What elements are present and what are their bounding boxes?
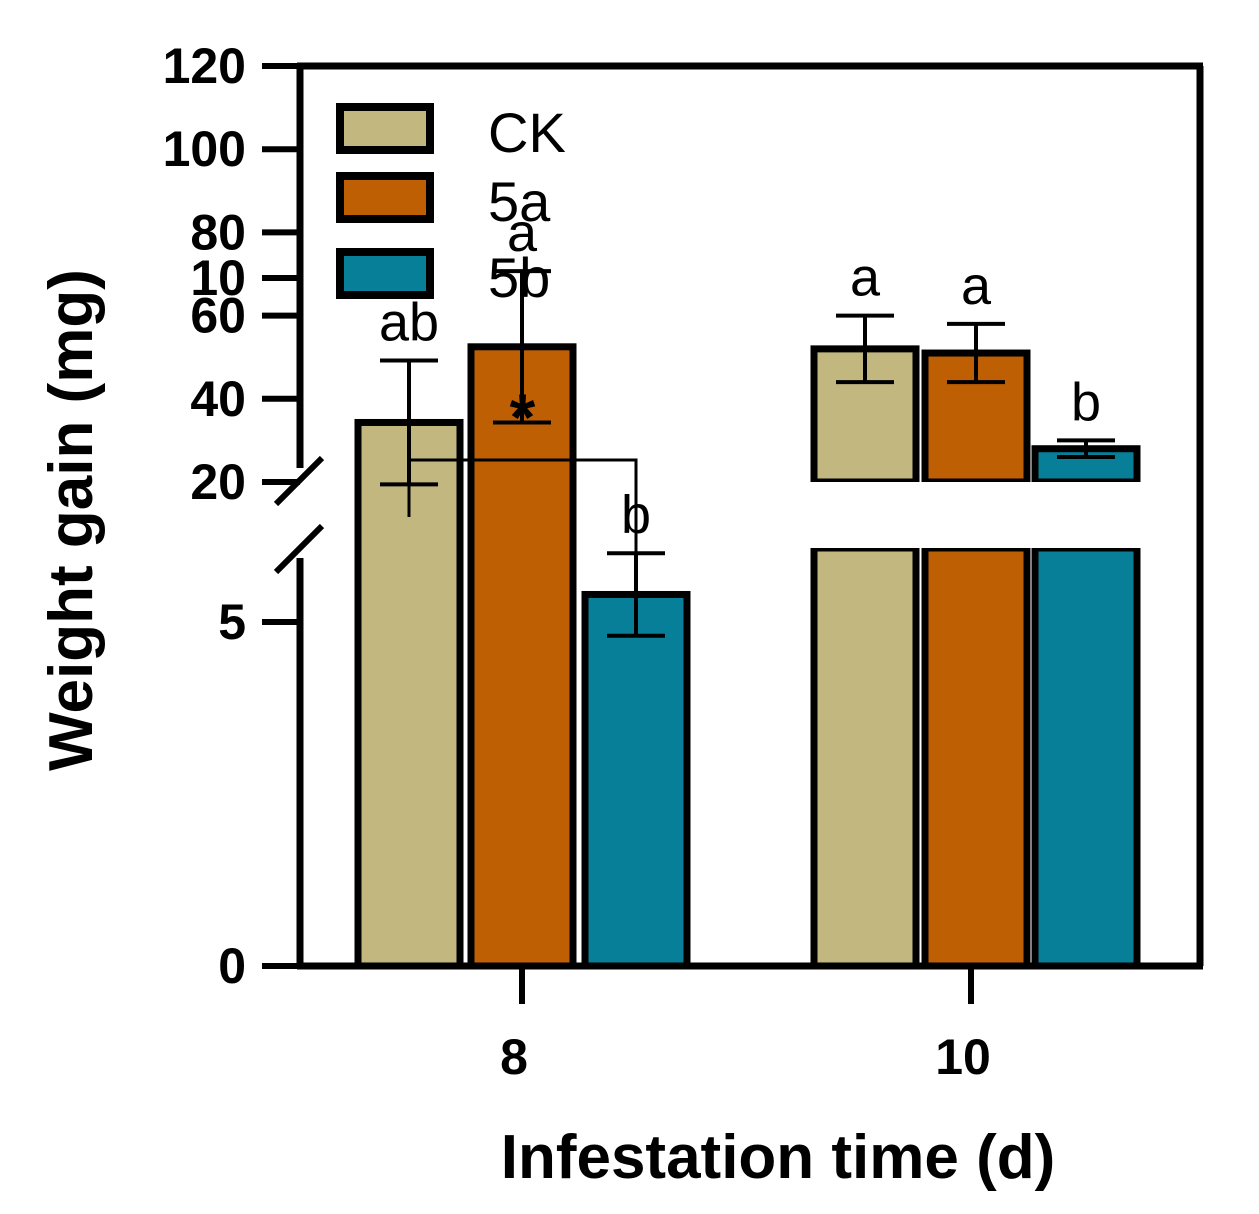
significance-letter: a	[961, 256, 992, 316]
y-tick-label: 20	[190, 454, 246, 510]
significance-letter: a	[850, 248, 881, 308]
y-tick-label: 120	[163, 38, 246, 94]
legend-label-5a: 5a	[488, 170, 551, 233]
bar-group: ab	[354, 293, 464, 970]
x-tick-label: 10	[935, 1029, 991, 1085]
axis-break-gap	[808, 482, 922, 548]
y-tick-label: 100	[163, 121, 246, 177]
y-tick-label: 60	[190, 288, 246, 344]
axis-break-gap	[919, 482, 1033, 548]
bar	[467, 343, 577, 970]
bar-lower	[921, 544, 1031, 970]
legend: CK 5a 5b	[336, 101, 566, 309]
y-tick-label: 10	[190, 250, 246, 306]
bar-lower	[1031, 544, 1141, 970]
y-tick-label: 40	[190, 371, 246, 427]
x-axis-title: Infestation time (d)	[501, 1123, 1056, 1192]
comparison-bracket	[407, 458, 638, 632]
bar-group: b	[1029, 372, 1143, 970]
legend-label-5b: 5b	[488, 246, 550, 309]
y-tick-label: 0	[218, 938, 246, 994]
bar-group: a	[467, 203, 577, 970]
axes-layer: 0 5 10 20 40 60 80 100 120 8 10	[163, 38, 1204, 1085]
bar	[581, 590, 691, 970]
y-tick-label: 80	[190, 204, 246, 260]
legend-swatch-5a	[336, 172, 434, 223]
bar-group: a	[919, 256, 1033, 970]
bar-lower	[810, 544, 920, 970]
legend-label-ck: CK	[488, 101, 566, 164]
significance-letter: b	[1071, 372, 1101, 432]
axis-break-mark	[273, 523, 325, 575]
significance-letter: ab	[379, 293, 439, 353]
significance-star: *	[510, 380, 536, 454]
legend-swatch-ck	[336, 103, 434, 154]
x-tick-label: 8	[500, 1029, 528, 1085]
legend-swatch-5b	[336, 248, 434, 299]
axis-break-gap	[1029, 482, 1143, 548]
significance-letter: a	[507, 203, 538, 263]
bar-group: b	[581, 485, 691, 970]
y-axis-title: Weight gain (mg)	[37, 269, 106, 771]
annotation-layer: *	[407, 380, 638, 632]
y-tick-label: 5	[218, 594, 246, 650]
bar-group: a	[808, 248, 922, 970]
